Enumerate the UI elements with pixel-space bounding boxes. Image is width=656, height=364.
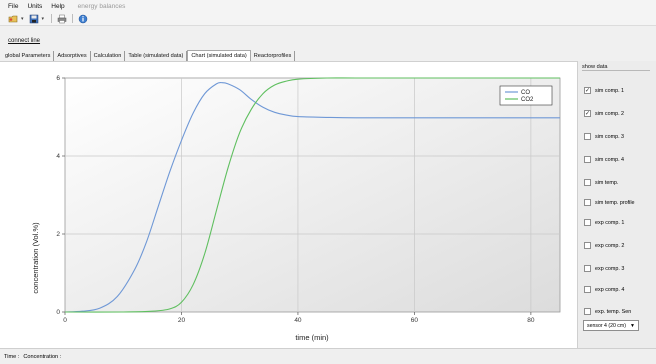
menu-file[interactable]: File — [8, 2, 19, 10]
toolbar: ▾ ▾ — [0, 12, 656, 26]
x-axis-label: time (min) — [295, 333, 329, 342]
x-tick-label: 80 — [527, 317, 535, 324]
menu-energy-balances[interactable]: energy balances — [77, 2, 126, 10]
checkbox-label: exp comp. 3 — [595, 265, 625, 272]
menu-help[interactable]: Help — [51, 2, 65, 10]
chevron-down-icon[interactable]: ▾ — [41, 15, 45, 22]
y-axis-label: concentration (Vol.%) — [31, 222, 40, 294]
sensor-select-value: sensor 4 (20 cm) — [587, 322, 626, 329]
checkbox-row[interactable]: sim comp. 3 — [584, 132, 624, 141]
legend-entry: CO — [521, 90, 530, 96]
y-tick-label: 4 — [56, 153, 60, 160]
y-tick-label: 2 — [56, 231, 60, 238]
tab-strip: global Parameters Adsorptives Calculatio… — [0, 48, 296, 61]
tab-reactorprofiles[interactable]: Reactorprofiles — [251, 51, 296, 61]
info-icon[interactable] — [78, 14, 88, 24]
toolbar-separator — [51, 14, 53, 23]
tab-global-parameters[interactable]: global Parameters — [2, 51, 55, 61]
checkbox-unchecked[interactable] — [584, 179, 591, 186]
checkbox-label: sim comp. 3 — [595, 133, 625, 140]
checkbox-label: exp comp. 4 — [595, 286, 625, 293]
checkbox-label: sim comp. 1 — [595, 87, 625, 94]
y-tick-label: 0 — [56, 309, 60, 316]
series-line-co — [64, 82, 560, 313]
checkbox-row[interactable]: sim temp. — [584, 178, 618, 187]
x-tick-label: 20 — [178, 317, 186, 324]
open-icon[interactable] — [8, 14, 18, 24]
chevron-down-icon: ▼ — [630, 322, 635, 329]
show-data-panel: show data ✓ sim comp. 1 ✓ sim comp. 2 sim co… — [577, 61, 656, 348]
checkbox-row[interactable]: exp. temp. Sen — [584, 307, 631, 316]
checkbox-unchecked[interactable] — [584, 156, 591, 163]
checkbox-label: sim comp. 4 — [595, 156, 625, 163]
checkbox-row[interactable]: sim temp. profile — [584, 198, 635, 207]
divider — [582, 70, 650, 71]
checkbox-label: sim temp. profile — [595, 199, 635, 206]
status-concentration-label: Concentration : — [23, 353, 62, 360]
checkbox-row[interactable]: exp comp. 1 — [584, 218, 624, 227]
checkbox-label: sim comp. 2 — [595, 110, 625, 117]
x-tick-label: 0 — [63, 317, 67, 324]
checkbox-row[interactable]: sim comp. 4 — [584, 155, 624, 164]
tab-chart-simulated[interactable]: Chart (simulated data) — [187, 50, 251, 61]
checkbox-row[interactable]: ✓ sim comp. 1 — [584, 86, 624, 95]
checkbox-label: exp comp. 1 — [595, 219, 625, 226]
checkbox-label: exp. temp. Sen — [595, 308, 632, 315]
save-icon[interactable] — [29, 14, 39, 24]
menu-bar: File Units Help energy balances — [0, 0, 656, 12]
series-line-co2 — [64, 77, 560, 313]
checkbox-label: exp comp. 2 — [595, 242, 625, 249]
sensor-select[interactable]: sensor 4 (20 cm) ▼ — [583, 320, 639, 331]
grid-lines — [65, 78, 560, 312]
series-lines — [64, 77, 560, 313]
legend-entry: CO2 — [521, 97, 534, 103]
plot-area — [64, 77, 561, 313]
concentration-chart[interactable]: 0 20 40 60 80 0 2 4 6 time (min) concentration (… — [0, 62, 577, 349]
checkbox-row[interactable]: exp comp. 4 — [584, 285, 624, 294]
chart-panel: 0 20 40 60 80 0 2 4 6 time (min) concentration (… — [0, 61, 577, 348]
y-tick-label: 6 — [56, 75, 60, 82]
print-icon[interactable] — [57, 14, 67, 24]
tab-calculation[interactable]: Calculation — [91, 51, 126, 61]
checkbox-label: sim temp. — [595, 179, 619, 186]
checkbox-unchecked[interactable] — [584, 286, 591, 293]
checkbox-checked[interactable]: ✓ — [584, 87, 591, 94]
checkbox-row[interactable]: ✓ sim comp. 2 — [584, 109, 624, 118]
tab-table-simulated[interactable]: Table (simulated data) — [125, 51, 188, 61]
toolbar-separator — [72, 14, 74, 23]
checkbox-row[interactable]: exp comp. 3 — [584, 264, 624, 273]
tab-adsorptives[interactable]: Adsorptives — [54, 51, 91, 61]
legend-box — [499, 85, 553, 106]
connect-line-link[interactable]: connect line — [8, 38, 41, 44]
checkbox-row[interactable]: exp comp. 2 — [584, 241, 624, 250]
checkbox-unchecked[interactable] — [584, 308, 591, 315]
chevron-down-icon[interactable]: ▾ — [21, 15, 24, 22]
checkbox-unchecked[interactable] — [584, 219, 591, 226]
checkbox-checked[interactable]: ✓ — [584, 110, 591, 117]
checkbox-unchecked[interactable] — [584, 199, 591, 206]
checkbox-unchecked[interactable] — [584, 242, 591, 249]
menu-units[interactable]: Units — [27, 2, 43, 10]
status-bar: Time : Concentration : — [0, 348, 656, 364]
checkbox-unchecked[interactable] — [584, 133, 591, 140]
checkbox-unchecked[interactable] — [584, 265, 591, 272]
show-data-title: show data — [582, 64, 608, 70]
x-tick-label: 60 — [411, 317, 419, 324]
status-time-label: Time : — [4, 353, 20, 360]
x-tick-label: 40 — [294, 317, 302, 324]
